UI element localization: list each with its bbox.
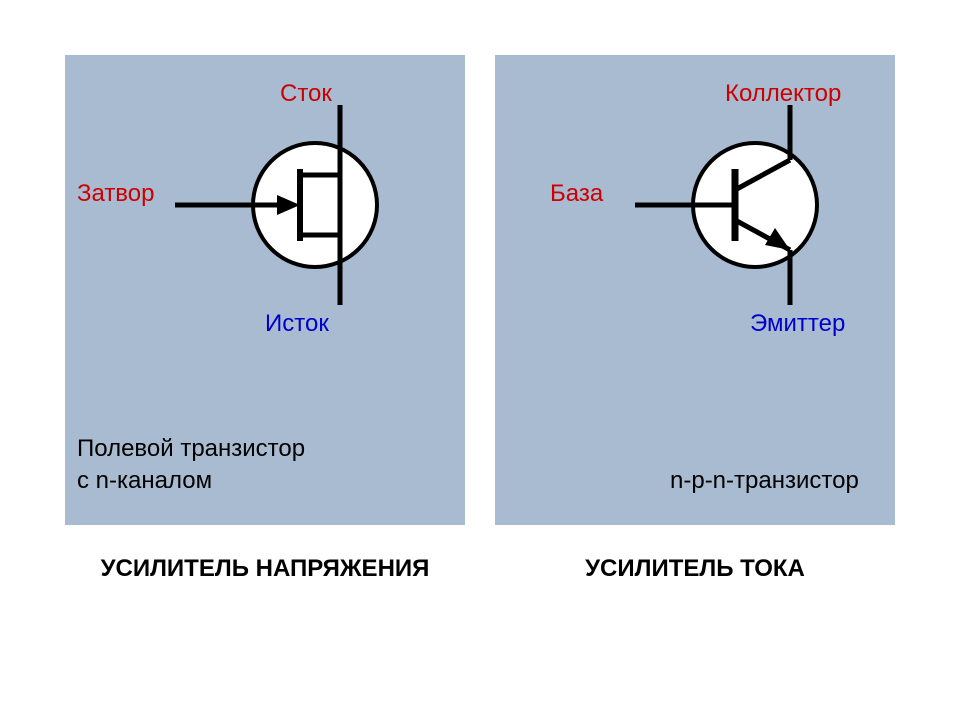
panels-container: Сток Затвор Исток Полевой транзистор с n… xyxy=(0,0,960,525)
gate-label: Затвор xyxy=(77,180,154,208)
jfet-symbol xyxy=(165,95,425,320)
caption-voltage-amplifier: УСИЛИТЕЛЬ НАПРЯЖЕНИЯ xyxy=(65,555,465,583)
caption-current-amplifier: УСИЛИТЕЛЬ ТОКА xyxy=(495,555,895,583)
panel-bjt: Коллектор База Эмиттер n-p-n-транзистор xyxy=(495,55,895,525)
panel-jfet: Сток Затвор Исток Полевой транзистор с n… xyxy=(65,55,465,525)
captions-row: УСИЛИТЕЛЬ НАПРЯЖЕНИЯ УСИЛИТЕЛЬ ТОКА xyxy=(0,525,960,583)
jfet-description-line2: с n-каналом xyxy=(77,467,212,495)
jfet-description-line1: Полевой транзистор xyxy=(77,435,305,463)
base-label: База xyxy=(550,180,603,208)
bjt-symbol xyxy=(615,95,875,320)
bjt-description: n-p-n-транзистор xyxy=(670,467,859,495)
